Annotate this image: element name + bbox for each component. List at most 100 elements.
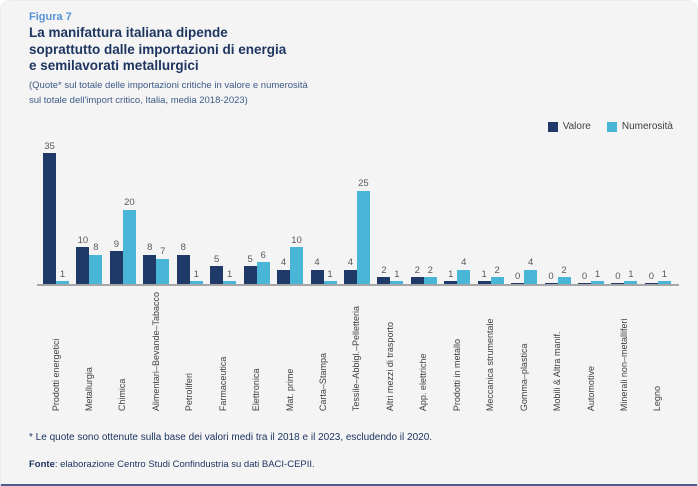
bar-value-label: 4 [280,257,287,269]
bar-group: 4 25 [343,179,370,285]
x-axis-label-text: Meccanica strumentale [485,318,496,412]
figure-subtitle: (Quote* sul totale delle importazioni cr… [29,79,308,108]
bar-column-numerosità: 1 [56,270,69,285]
bar-column-valore: 4 [343,257,357,285]
bar-numerosità [490,277,504,285]
bar-valore [444,281,458,285]
bar-value-label: 6 [260,249,266,261]
bar-valore [76,247,90,285]
bar-numerosità [657,281,671,285]
x-axis-label-text: Carta–Stampa [318,353,328,412]
x-axis-label: Elettronica [244,292,270,412]
bar-column-numerosità: 2 [490,264,504,285]
bar-value-label: 2 [561,264,567,276]
bar-value-label: 1 [661,268,668,280]
bar-numerosità [624,281,638,285]
x-axis-label-text: Mobili & Altra manif. [552,331,563,412]
source-label: Fonte [29,459,55,470]
bar-numerosità [457,269,471,285]
bar-column-numerosità: 4 [524,257,538,285]
bar-valore [243,266,257,285]
bar-column-valore: 2 [377,264,391,285]
bar-value-label: 4 [527,257,534,269]
bar-value-label: 8 [93,242,99,254]
bar-value-label: 20 [124,197,135,209]
bar-value-label: 0 [514,270,521,282]
x-axis-label-text: Petroliferi [184,373,195,412]
bar-valore [310,269,324,285]
bar-column-valore: 4 [310,258,324,285]
x-axis-label-text: App. elettriche [418,353,429,412]
x-axis-labels: Prodotti energetici Metallurgia Chimica Ali… [43,292,671,411]
x-axis-label-text: Chimica [117,378,128,412]
bar-groups: 35 1 10 8 9 20 8 7 8 1 5 1 5 6 4 10 4 1 4 25 2 1 2 2 1 4 1 2 0 4 0 2 0 1 0… [43,141,671,285]
x-axis-label-text: Legno [652,386,663,412]
bar-column-valore: 2 [410,264,424,285]
x-axis-label: Mat. prime [277,292,303,412]
bar-value-label: 10 [77,234,89,246]
bar-numerosità [557,277,571,285]
bar-value-label: 4 [347,257,354,269]
bar-column-numerosità: 7 [156,247,170,285]
x-axis-label: Petroliferi [177,292,203,411]
bar-column-numerosità: 1 [657,268,671,285]
bar-numerosità [591,281,604,285]
figure-header: Figura 7 La manifattura italiana dipende… [29,11,308,109]
bar-valore [477,281,491,285]
legend-swatch-icon [547,121,558,132]
bar-column-numerosità: 6 [256,249,270,285]
bar-column-valore: 0 [544,271,558,285]
x-axis-label-text: Elettronica [251,368,262,412]
bar-column-numerosità: 1 [591,270,604,285]
bar-value-label: 2 [414,264,420,276]
x-axis-label: Prodotti in metallo [444,292,470,411]
bar-column-valore: 10 [76,234,90,285]
bar-value-label: 1 [227,268,233,280]
bar-column-valore: 0 [511,270,525,285]
bar-value-label: 4 [461,257,467,269]
bar-valore [277,269,291,285]
bar-group: 10 8 [76,234,103,285]
x-axis-label: Altri mezzi di trasporto [377,292,403,411]
bar-group: 35 1 [43,141,69,285]
bar-value-label: 2 [381,264,387,276]
bar-numerosità [223,281,237,285]
bar-column-numerosità: 20 [122,197,136,285]
figure-subtitle-line-2: sul totale dell'import critico, Italia, … [29,94,248,106]
figure-title-line-1: La manifattura italiana dipende [29,25,228,40]
bar-value-label: 1 [394,268,400,280]
bar-valore [343,269,357,285]
x-axis-label-text: Minerali non–metalliferi [618,318,629,412]
x-axis-label: Carta–Stampa [311,292,337,411]
bar-numerosità [524,269,538,285]
x-axis-label: Minerali non–metalliferi [611,292,637,412]
x-axis-label-text: Alimentari–Bevande–Tabacco [150,292,161,412]
x-axis-label: Tessile–Abbigl.–Pelletteria [344,292,370,411]
bar-value-label: 1 [628,268,634,280]
figure-subtitle-line-1: (Quote* sul totale delle importazioni cr… [29,80,308,92]
x-axis-label-text: Farmaceutica [217,356,228,412]
x-axis-label-text: Mat. prime [284,368,295,412]
bar-value-label: 8 [147,242,153,254]
legend-label: Valore [562,121,591,132]
bar-value-label: 1 [59,268,66,280]
bar-value-label: 2 [494,264,500,276]
bar-column-valore: 8 [143,242,157,285]
bar-numerosità [356,190,370,285]
bar-valore [143,254,157,285]
bar-numerosità [390,281,404,285]
x-axis-line [37,284,679,286]
figure-title-line-2: soprattutto dalle importazioni di energi… [29,41,287,57]
x-axis-label-text: Gomma–plastica [518,343,529,412]
bar-numerosità [290,247,304,285]
x-axis-label: Mobili & Altra manif. [545,292,571,412]
bar-chart: 35 1 10 8 9 20 8 7 8 1 5 1 5 6 4 10 4 1 4 25 2 1 2 2 1 4 1 2 0 4 0 2 0 1 0… [43,141,671,285]
bar-column-valore: 4 [277,257,291,285]
